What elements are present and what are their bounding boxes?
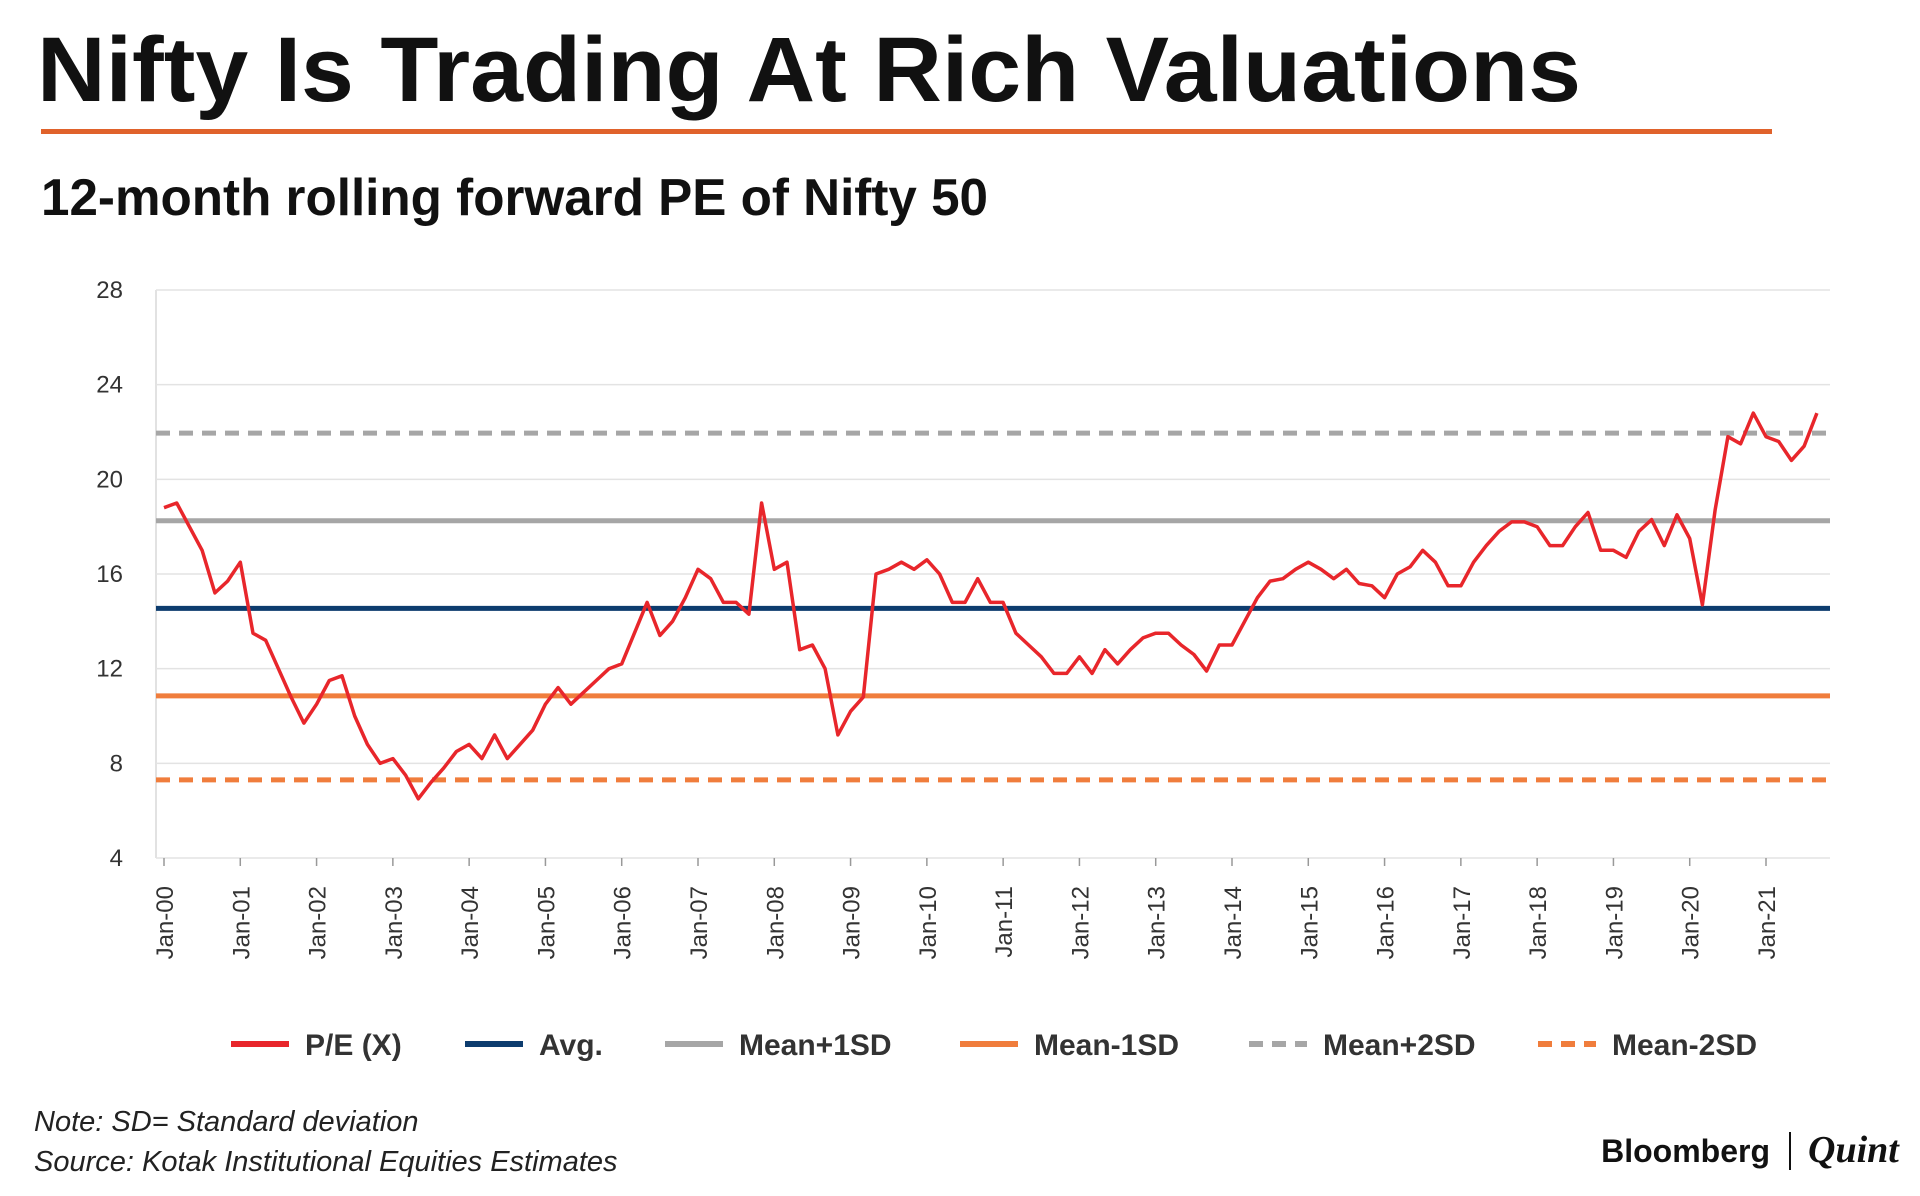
x-tick-label: Jan-04 (457, 886, 484, 959)
legend-label: Mean+2SD (1323, 1029, 1476, 1062)
brand-quint: Quint (1808, 1129, 1900, 1171)
x-tick-label: Jan-20 (1678, 886, 1705, 959)
x-tick-label: Jan-16 (1373, 886, 1400, 959)
x-tick-label: Jan-11 (991, 886, 1018, 958)
x-tick-label: Jan-08 (762, 886, 789, 959)
chart-subtitle: 12-month rolling forward PE of Nifty 50 (41, 169, 988, 227)
x-tick-label: Jan-02 (305, 886, 332, 959)
legend-label: Mean+1SD (739, 1029, 892, 1062)
x-tick-label: Jan-13 (1144, 886, 1171, 959)
x-tick-label: Jan-06 (610, 886, 637, 959)
title-rule (41, 129, 1772, 134)
legend-label: Avg. (539, 1029, 603, 1062)
y-tick-label: 28 (96, 277, 123, 304)
x-tick-label: Jan-00 (152, 886, 179, 959)
y-tick-label: 4 (110, 845, 123, 872)
legend-label: P/E (X) (305, 1029, 402, 1062)
note: Note: SD= Standard deviation (34, 1106, 419, 1138)
chart-title: Nifty Is Trading At Rich Valuations (37, 19, 1581, 121)
x-tick-label: Jan-17 (1449, 886, 1476, 959)
x-tick-label: Jan-09 (839, 886, 866, 959)
x-tick-label: Jan-18 (1525, 886, 1552, 959)
x-tick-label: Jan-19 (1601, 886, 1628, 959)
x-tick-label: Jan-07 (686, 886, 713, 959)
legend-label: Mean-2SD (1612, 1029, 1757, 1062)
y-tick-label: 12 (96, 656, 123, 683)
brand-bloomberg: Bloomberg (1601, 1133, 1770, 1169)
y-tick-label: 24 (96, 372, 123, 399)
x-tick-label: Jan-15 (1296, 886, 1323, 959)
x-tick-label: Jan-01 (228, 886, 255, 959)
y-tick-label: 20 (96, 466, 123, 493)
x-tick-label: Jan-14 (1220, 886, 1247, 959)
x-tick-label: Jan-21 (1754, 886, 1781, 959)
y-tick-label: 16 (96, 561, 123, 588)
x-tick-label: Jan-12 (1067, 886, 1094, 959)
source: Source: Kotak Institutional Equities Est… (34, 1146, 618, 1178)
x-tick-label: Jan-10 (915, 886, 942, 959)
x-tick-label: Jan-05 (533, 886, 560, 959)
x-tick-label: Jan-03 (381, 886, 408, 959)
legend-label: Mean-1SD (1034, 1029, 1179, 1062)
data-line (163, 411, 1819, 801)
y-tick-label: 8 (110, 750, 123, 777)
